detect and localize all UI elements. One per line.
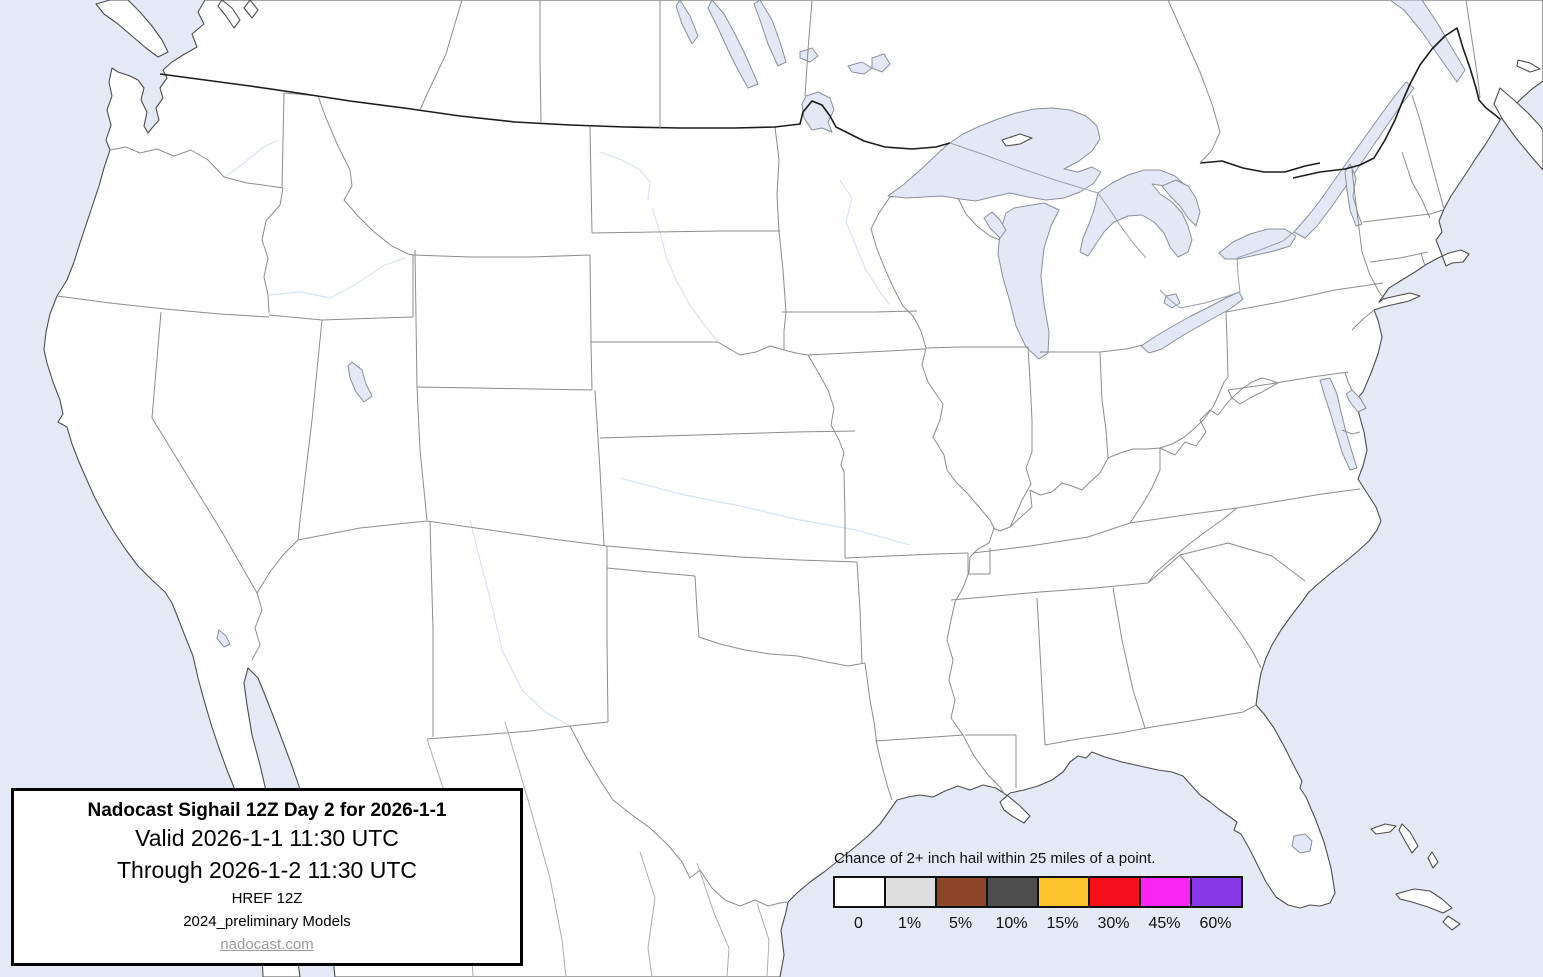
model-set-line: 2024_preliminary Models: [183, 913, 351, 931]
legend-label: 1%: [897, 915, 922, 932]
bahamas-islands: [1370, 823, 1439, 869]
border-through-lakes: [949, 142, 1295, 309]
forecast-info-box: Nadocast Sighail 12Z Day 2 for 2026-1-1 …: [11, 788, 523, 966]
rainy-lake: [847, 61, 873, 75]
legend-label: 5%: [948, 915, 973, 932]
isle-royale: [1001, 133, 1033, 147]
legend-swatch-row: [833, 876, 1243, 908]
st-lawrence-estuary: [1389, 0, 1466, 83]
legend-swatch: [1088, 876, 1141, 908]
north-america-landmass: [43, 0, 1543, 977]
delaware-bay: [1345, 389, 1367, 413]
lake-okeechobee: [1291, 833, 1313, 854]
legend-swatch: [986, 876, 1039, 908]
prince-edward-island: [1516, 59, 1541, 73]
legend-label: 10%: [995, 915, 1028, 932]
valid-time-line: Valid 2026-1-1 11:30 UTC: [135, 825, 399, 852]
model-run-line: HREF 12Z: [231, 890, 303, 908]
cuba: [1395, 888, 1461, 931]
georgian-bay: [1161, 179, 1201, 227]
forecast-title: Nadocast Sighail 12Z Day 2 for 2026-1-1: [87, 799, 447, 821]
through-time-line: Through 2026-1-2 11:30 UTC: [116, 857, 418, 884]
state-borders: [56, 92, 1445, 907]
legend-swatch: [884, 876, 937, 908]
legend-label-row: 0 1% 5% 10% 15% 30% 45% 60%: [833, 915, 1241, 933]
chesapeake-bay: [1319, 377, 1358, 471]
legend-label: 60%: [1199, 915, 1232, 932]
province-borders: [419, 0, 1481, 164]
manitoba-lakes: [675, 0, 819, 89]
st-lawrence-river: [1293, 81, 1415, 239]
vancouver-island: [95, 0, 169, 58]
legend-swatch: [935, 876, 988, 908]
hail-probability-legend: Chance of 2+ inch hail within 25 miles o…: [833, 850, 1243, 933]
great-salt-lake: [347, 361, 373, 403]
green-bay: [983, 211, 1007, 239]
lake-ontario: [1218, 228, 1297, 260]
us-canada-border: [159, 27, 1501, 179]
legend-label: 45%: [1148, 915, 1181, 932]
nova-scotia: [1493, 87, 1543, 171]
lake-erie: [1140, 291, 1244, 354]
legend-caption: Chance of 2+ inch hail within 25 miles o…: [834, 850, 1156, 867]
legend-swatch: [833, 876, 886, 908]
lake-michigan: [997, 202, 1060, 360]
bc-coastal-islands: [217, 0, 259, 29]
lake-huron: [1079, 169, 1193, 258]
legend-swatch: [1139, 876, 1192, 908]
site-link[interactable]: nadocast.com: [220, 936, 314, 954]
legend-label: 0: [854, 915, 863, 932]
legend-swatch: [1190, 876, 1243, 908]
legend-swatch: [1037, 876, 1090, 908]
lake-nipigon: [871, 53, 891, 73]
legend-label: 15%: [1046, 915, 1079, 932]
legend-label: 30%: [1097, 915, 1130, 932]
rivers: [224, 139, 911, 727]
salton-sea: [216, 629, 231, 648]
